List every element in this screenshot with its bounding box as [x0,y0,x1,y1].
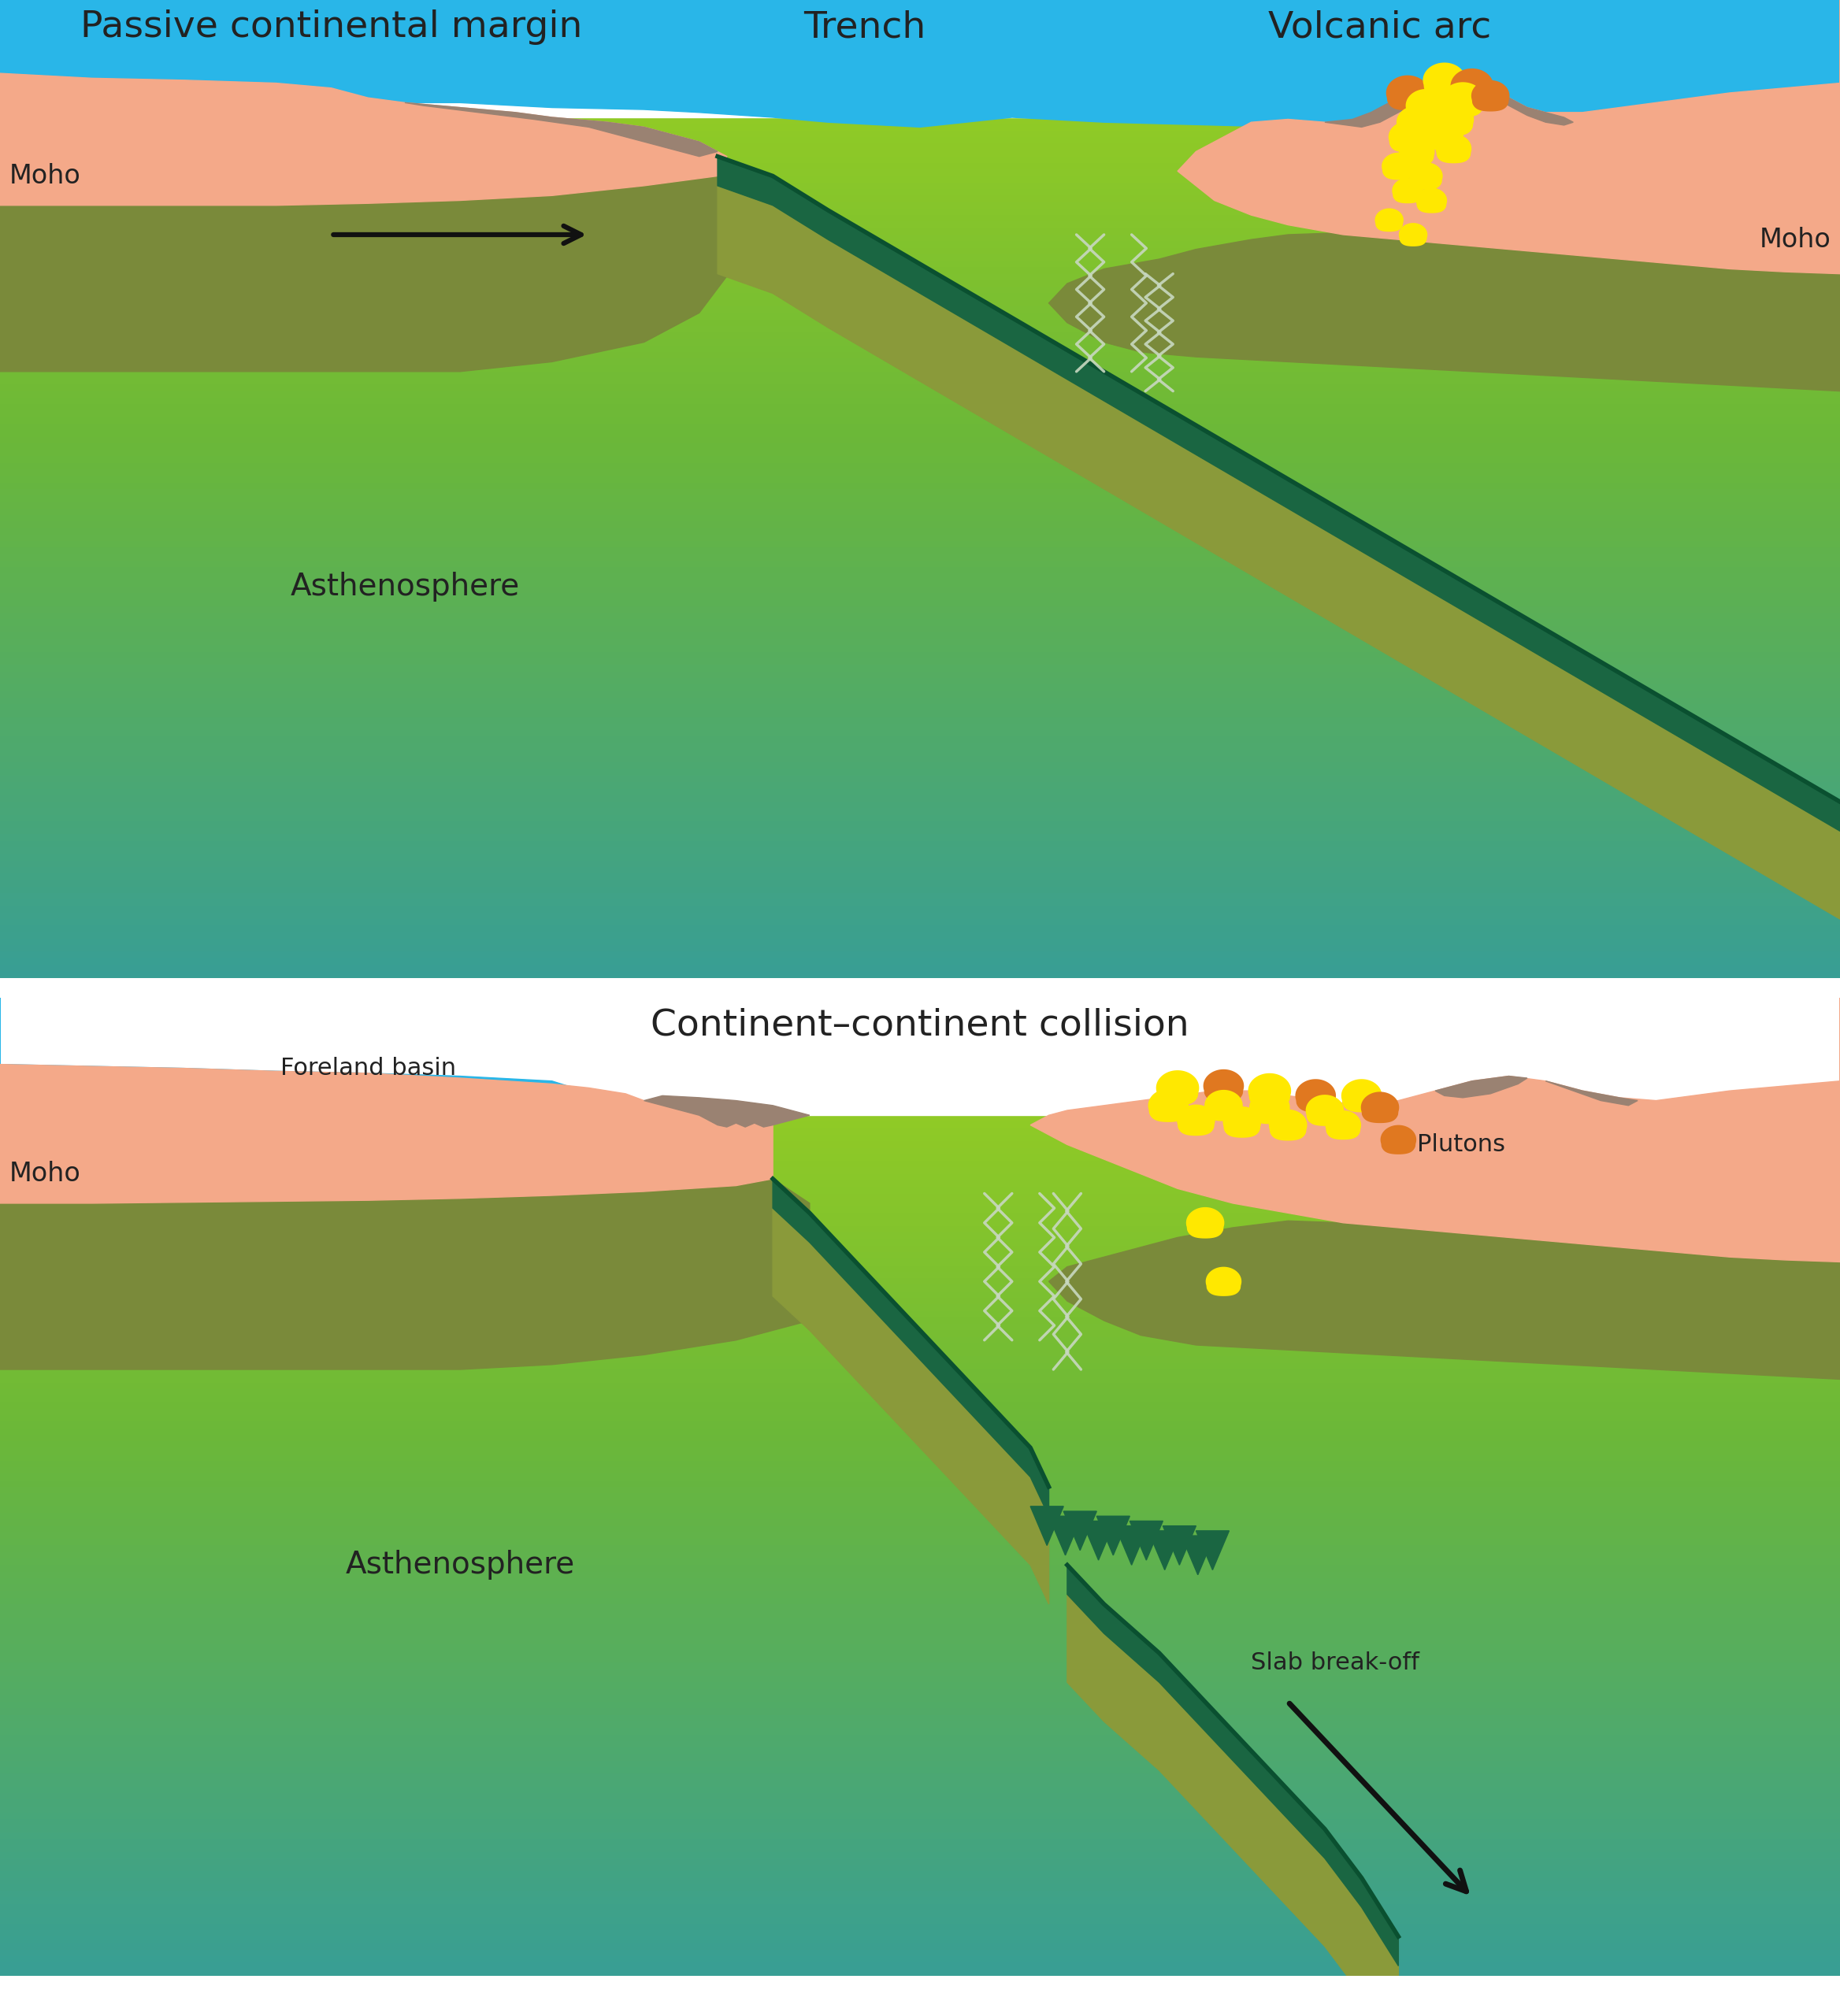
Polygon shape [1064,1512,1097,1550]
Polygon shape [1181,1536,1214,1574]
Polygon shape [1249,1091,1290,1125]
Polygon shape [773,1208,1049,1605]
Polygon shape [1393,177,1422,204]
Text: Moho: Moho [1759,226,1831,252]
Polygon shape [1450,69,1494,103]
Polygon shape [1148,1530,1181,1570]
Polygon shape [1030,998,1840,1262]
Polygon shape [1397,105,1437,139]
Text: Moho: Moho [9,1161,81,1187]
Polygon shape [1490,89,1573,125]
Text: Moho: Moho [9,163,81,190]
Polygon shape [0,175,773,371]
Polygon shape [1187,1208,1224,1238]
Polygon shape [1178,1105,1214,1135]
Polygon shape [1398,224,1428,246]
Text: Plutons: Plutons [1417,1133,1505,1155]
Polygon shape [1422,62,1466,97]
Polygon shape [1178,0,1840,274]
Polygon shape [405,103,718,157]
Polygon shape [1306,1095,1343,1127]
Polygon shape [1389,121,1426,153]
Polygon shape [1325,91,1435,127]
Text: Asthenosphere: Asthenosphere [291,573,519,601]
Polygon shape [1130,1520,1163,1560]
Polygon shape [1270,1109,1306,1141]
Polygon shape [1224,1107,1260,1137]
Polygon shape [718,157,1840,831]
Polygon shape [0,1179,810,1369]
Polygon shape [1205,1266,1242,1296]
Polygon shape [773,1179,1049,1516]
Polygon shape [1295,1079,1336,1113]
Polygon shape [1433,103,1474,135]
Polygon shape [644,1097,810,1127]
Polygon shape [1097,1516,1130,1554]
Polygon shape [1049,232,1840,391]
Polygon shape [1082,1520,1115,1560]
Polygon shape [718,185,1840,919]
Text: Slab break-off: Slab break-off [1251,1651,1420,1673]
Polygon shape [0,998,589,1093]
Polygon shape [1362,1093,1398,1123]
Text: Asthenosphere: Asthenosphere [346,1550,574,1581]
Text: Foreland basin: Foreland basin [280,1056,456,1079]
Polygon shape [0,73,727,206]
Polygon shape [1417,187,1446,214]
Polygon shape [0,0,1840,127]
Text: Passive continental margin: Passive continental margin [81,10,581,44]
Polygon shape [1325,1111,1362,1139]
Polygon shape [1205,1091,1242,1121]
Polygon shape [1156,1070,1200,1105]
Polygon shape [1341,1079,1382,1113]
Polygon shape [1049,1516,1082,1554]
Polygon shape [1049,1222,1840,1379]
Polygon shape [1426,119,1463,151]
Polygon shape [1030,1506,1064,1546]
Polygon shape [1386,75,1430,111]
Polygon shape [1546,1081,1638,1105]
Polygon shape [1441,83,1485,117]
Polygon shape [0,1064,773,1204]
Text: Volcanic arc: Volcanic arc [1268,10,1492,44]
Polygon shape [1067,1595,1398,2016]
Polygon shape [1472,81,1509,111]
Text: Continent–continent collision: Continent–continent collision [651,1008,1189,1042]
Polygon shape [1435,133,1472,163]
Polygon shape [1163,1526,1196,1564]
Polygon shape [1067,1564,1398,1966]
Polygon shape [1406,89,1446,123]
Polygon shape [1248,1073,1292,1109]
Polygon shape [1203,1068,1244,1103]
Polygon shape [1398,137,1435,165]
Polygon shape [1435,1077,1527,1097]
Polygon shape [1380,1125,1417,1155]
Polygon shape [1382,153,1415,179]
Polygon shape [1148,1089,1189,1123]
Polygon shape [1409,163,1443,190]
Text: Trench: Trench [804,10,926,44]
Polygon shape [1196,1530,1229,1570]
Polygon shape [1115,1526,1148,1564]
Polygon shape [1374,208,1404,232]
